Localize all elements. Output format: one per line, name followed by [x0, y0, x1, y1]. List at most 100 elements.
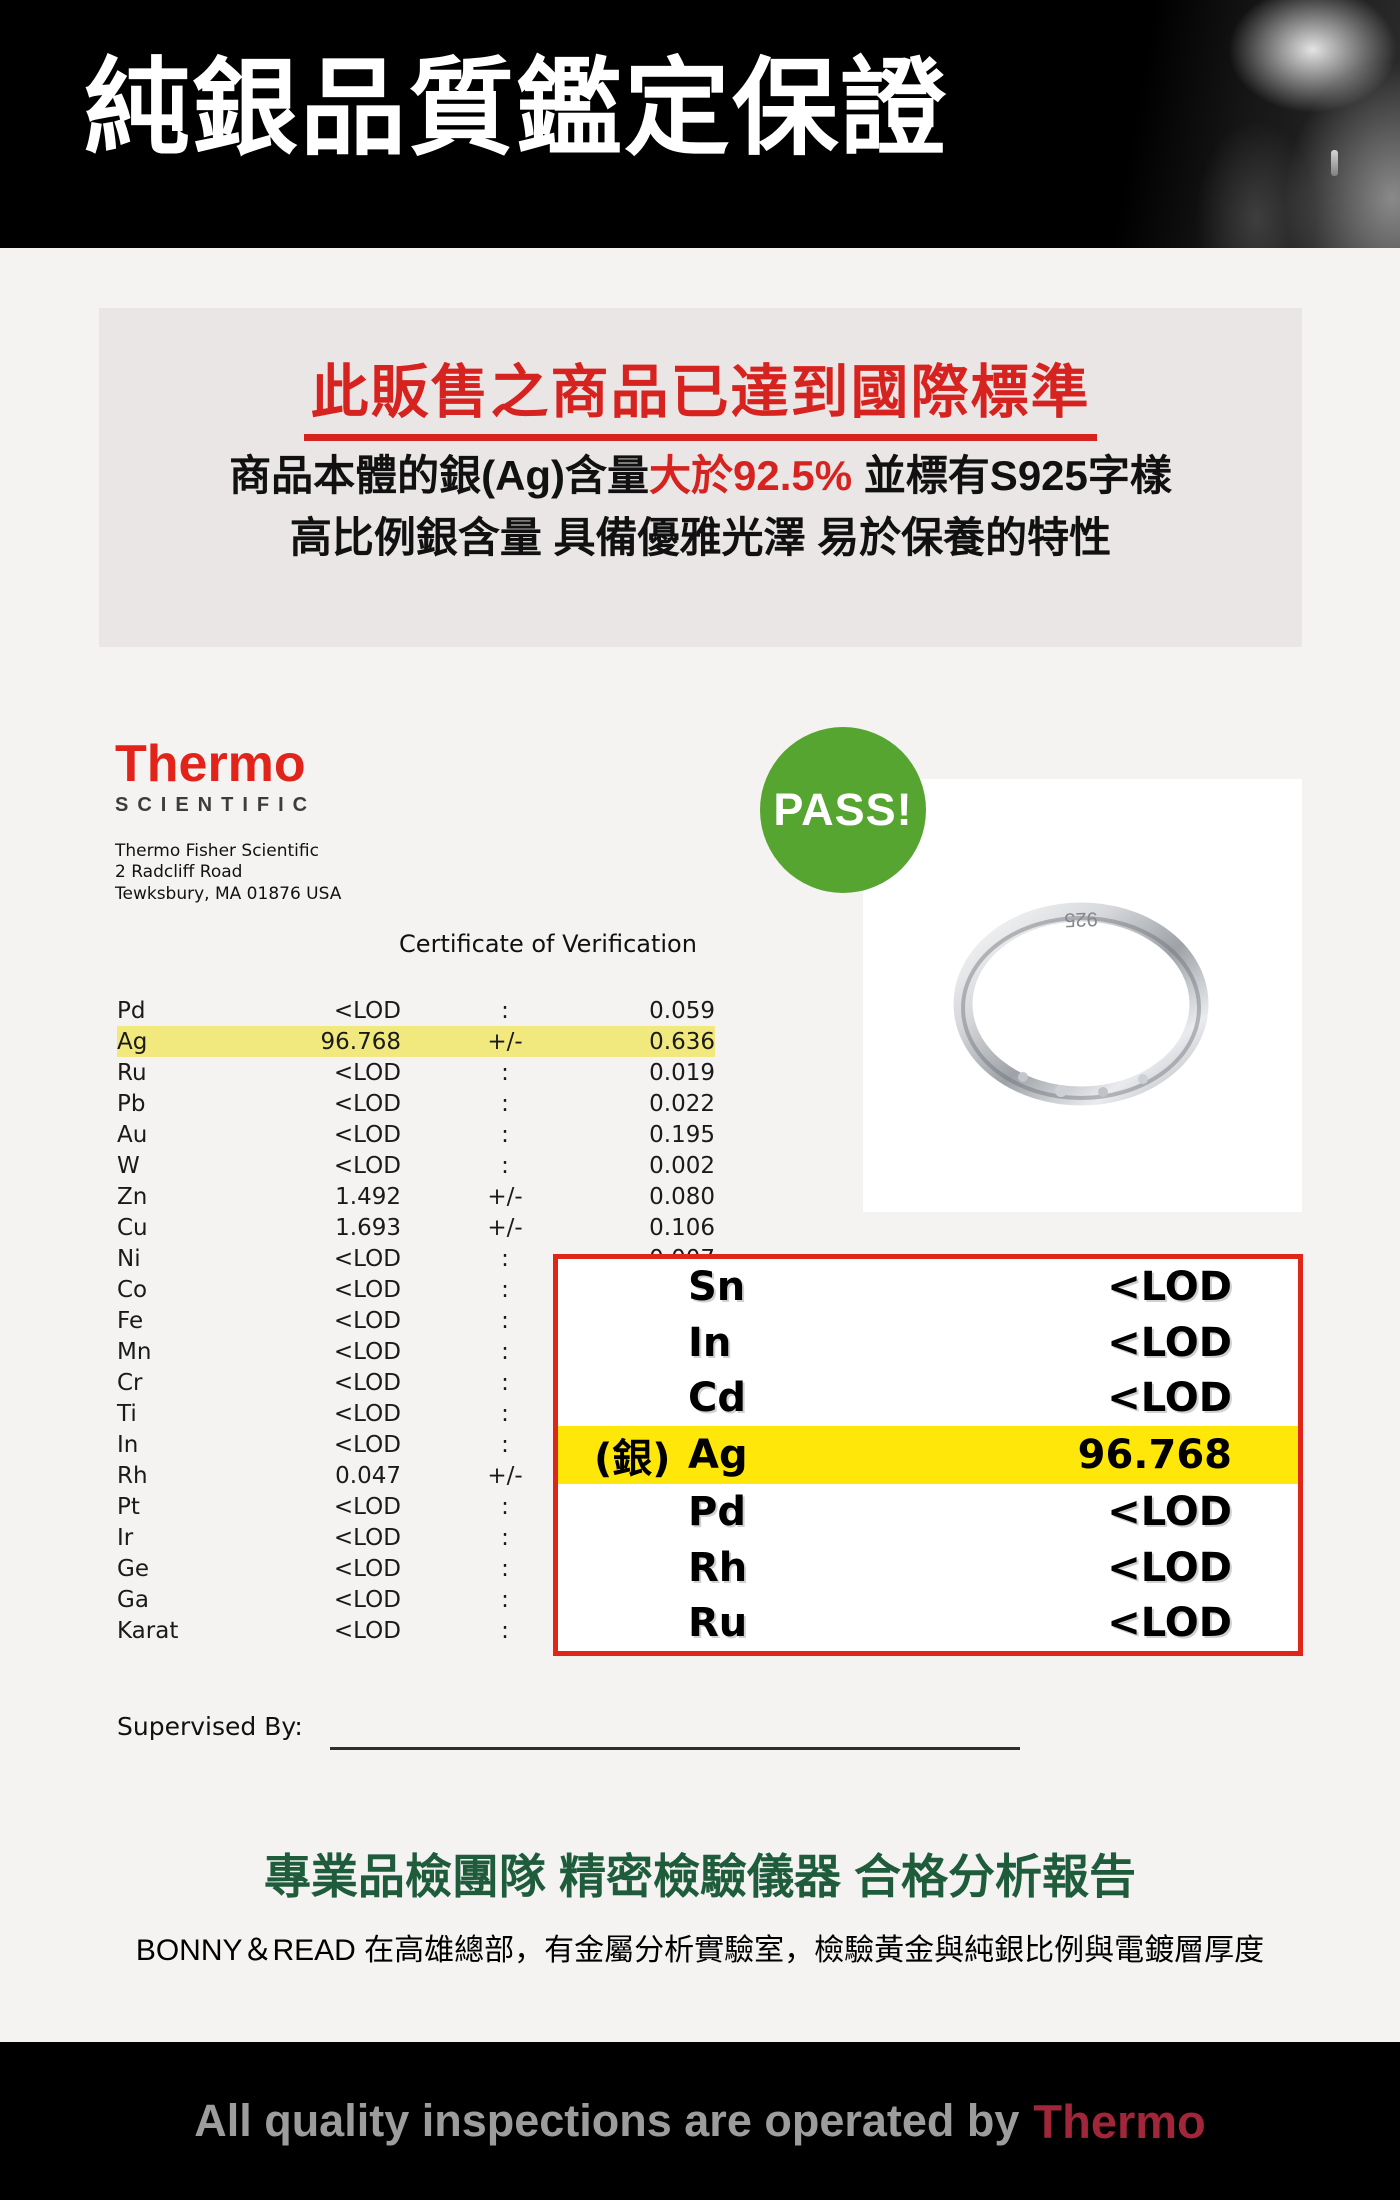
element-cell: Rh	[688, 1544, 748, 1591]
value-cell: <LOD	[333, 1369, 401, 1396]
intro-line2-black1: 商品本體的銀(Ag)含量	[229, 452, 650, 499]
value-cell: <LOD	[333, 1338, 401, 1365]
intro-headline: 此販售之商品已達到國際標準	[304, 364, 1097, 441]
element-cell: Zn	[117, 1183, 148, 1210]
model-photo	[1020, 0, 1400, 248]
value-cell: <LOD	[1107, 1488, 1232, 1535]
value-cell: <LOD	[1107, 1544, 1232, 1591]
element-cell: Ir	[117, 1524, 134, 1551]
value-cell: <LOD	[333, 1400, 401, 1427]
uncertainty-cell: 0.636	[649, 1028, 715, 1055]
element-cell: Cr	[117, 1369, 143, 1396]
separator-cell: +/-	[487, 1462, 523, 1489]
value-cell: <LOD	[333, 997, 401, 1024]
element-cell: Au	[117, 1121, 148, 1148]
value-cell: <LOD	[333, 1276, 401, 1303]
uncertainty-cell: 0.022	[649, 1090, 715, 1117]
table-row: Ru <LOD: 0.019	[117, 1057, 715, 1088]
intro-line2-red: 大於92.5%	[649, 452, 853, 499]
magnifier-row: Cd <LOD	[558, 1370, 1298, 1426]
value-cell: <LOD	[1107, 1375, 1232, 1422]
value-cell: <LOD	[333, 1617, 401, 1644]
table-row: Ir <LOD:	[117, 1522, 715, 1553]
separator-cell: :	[501, 1555, 509, 1582]
table-row: Ti <LOD:	[117, 1398, 715, 1429]
magnifier-row: Rh <LOD	[558, 1540, 1298, 1596]
separator-cell: :	[501, 1152, 509, 1179]
thermo-address-line1: Thermo Fisher Scientific	[115, 841, 319, 861]
pass-badge-label: PASS!	[773, 784, 913, 835]
product-photo: 925	[863, 779, 1302, 1212]
element-cell: Ti	[117, 1400, 137, 1427]
table-row: Ge <LOD:	[117, 1553, 715, 1584]
magnifier-row: Ru <LOD	[558, 1595, 1298, 1651]
separator-cell: :	[501, 1369, 509, 1396]
value-cell: <LOD	[333, 1431, 401, 1458]
separator-cell: :	[501, 1307, 509, 1334]
value-cell: <LOD	[333, 1493, 401, 1520]
value-cell: <LOD	[333, 1121, 401, 1148]
table-row: Pb <LOD: 0.022	[117, 1088, 715, 1119]
separator-cell: :	[501, 1245, 509, 1272]
separator-cell: :	[501, 997, 509, 1024]
supervised-label: Supervised By:	[117, 1712, 303, 1741]
element-cell: Ge	[117, 1555, 149, 1582]
table-row: Cr <LOD:	[117, 1367, 715, 1398]
element-cell: Ni	[117, 1245, 141, 1272]
thermo-logo-sub: SCIENTIFIC	[115, 794, 317, 816]
table-row: Rh 0.047 +/-	[117, 1460, 715, 1491]
table-row: Zn 1.492 +/- 0.080	[117, 1181, 715, 1212]
separator-cell: :	[501, 1121, 509, 1148]
table-row: Mn <LOD:	[117, 1336, 715, 1367]
element-cell: Ga	[117, 1586, 149, 1613]
separator-cell: :	[501, 1338, 509, 1365]
separator-cell: :	[501, 1493, 509, 1520]
table-row: Ga <LOD:	[117, 1584, 715, 1615]
thermo-address-line3: Tewksbury, MA 01876 USA	[115, 883, 342, 904]
magnifier-box: Sn <LOD In <LOD Cd <LOD (銀) Ag 96.768 Pd <LOD Rh <LO…	[553, 1254, 1303, 1656]
separator-cell: :	[501, 1276, 509, 1303]
table-row: W <LOD: 0.002	[117, 1150, 715, 1181]
value-cell: <LOD	[333, 1152, 401, 1179]
certificate-table: Pd <LOD: 0.059 Ag 96.768 +/- 0.636 Ru <LOD: 0.019…	[117, 995, 715, 1646]
certificate-title: Certificate of Verification	[399, 930, 697, 958]
element-cell: Karat	[117, 1617, 179, 1644]
earring-highlight	[1331, 150, 1338, 176]
table-row: Pd <LOD: 0.059	[117, 995, 715, 1026]
separator-cell: +/-	[487, 1028, 523, 1055]
table-row: In <LOD:	[117, 1429, 715, 1460]
table-row: Co <LOD:	[117, 1274, 715, 1305]
table-row: Karat <LOD:	[117, 1615, 715, 1646]
ring-hallmark: 925	[1064, 907, 1098, 930]
separator-cell: +/-	[487, 1214, 523, 1241]
product-ring-image: 925	[953, 902, 1209, 1106]
separator-cell: :	[501, 1617, 509, 1644]
intro-line2: 商品本體的銀(Ag)含量大於92.5% 並標有S925字樣	[99, 452, 1302, 499]
element-cell: Ag	[117, 1028, 148, 1055]
element-cell: Mn	[117, 1338, 152, 1365]
table-row: Ag 96.768 +/- 0.636	[117, 1026, 715, 1057]
value-cell: 0.047	[335, 1462, 401, 1489]
table-row: Pt <LOD:	[117, 1491, 715, 1522]
page-title: 純銀品質鑑定保證	[84, 50, 948, 168]
magnifier-row: Sn <LOD	[558, 1259, 1298, 1315]
uncertainty-cell: 0.195	[649, 1121, 715, 1148]
header-banner: 純銀品質鑑定保證	[0, 0, 1400, 248]
thermo-address-line2: 2 Radcliff Road	[115, 862, 243, 883]
element-cell: Cd	[688, 1375, 746, 1422]
intro-box: 此販售之商品已達到國際標準 商品本體的銀(Ag)含量大於92.5% 並標有S92…	[99, 308, 1302, 647]
uncertainty-cell: 0.106	[649, 1214, 715, 1241]
element-cell: Pb	[117, 1090, 146, 1117]
value-cell: <LOD	[1107, 1600, 1232, 1647]
thermo-logo-block: Thermo SCIENTIFIC Thermo Fisher Scientif…	[115, 738, 341, 905]
value-cell: <LOD	[1107, 1263, 1232, 1310]
element-cell: Co	[117, 1276, 148, 1303]
signature-line	[330, 1747, 1020, 1750]
pass-badge: PASS!	[760, 727, 926, 893]
separator-cell: :	[501, 1400, 509, 1427]
table-row: Fe <LOD:	[117, 1305, 715, 1336]
bottom-bar-text: All quality inspections are operated by	[194, 2095, 1020, 2146]
value-cell: <LOD	[1107, 1319, 1232, 1366]
element-cell: Pd	[117, 997, 146, 1024]
element-cell: In	[688, 1319, 732, 1366]
